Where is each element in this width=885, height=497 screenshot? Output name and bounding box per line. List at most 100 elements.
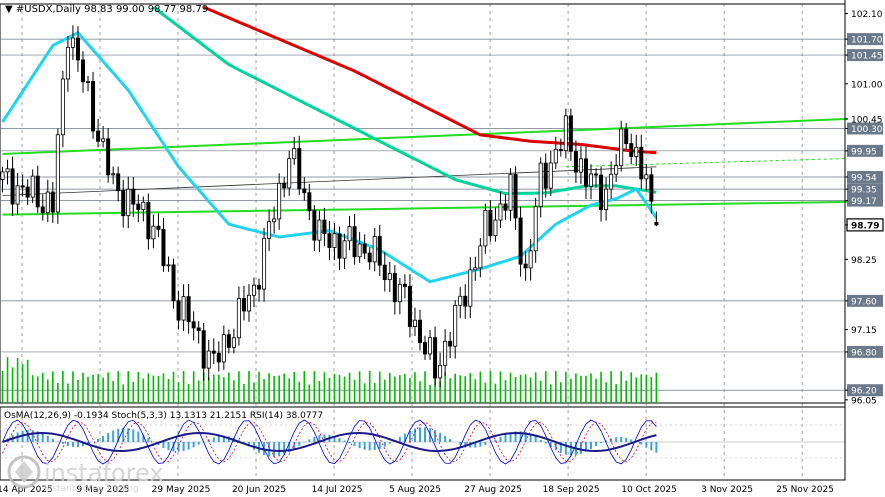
candle-body (463, 295, 468, 307)
price-tick-label: 97.15 (851, 326, 877, 336)
candle-body (121, 190, 126, 217)
candle-body (367, 252, 372, 263)
candle-body (392, 273, 397, 303)
candle-body (181, 296, 186, 321)
candle-body (423, 342, 428, 355)
candle-body (533, 206, 538, 252)
candle-body (402, 283, 407, 287)
candle-body (171, 264, 176, 302)
candle-body (578, 158, 583, 173)
candle-body (141, 201, 146, 210)
candle-body (126, 188, 131, 217)
candle-body (267, 221, 272, 239)
price-tick-label: 101.45 (851, 52, 883, 62)
candle-body (558, 148, 563, 152)
level-price-tag (847, 33, 883, 46)
candle-body (116, 173, 121, 192)
candle-body (307, 192, 312, 212)
instaforex-logo-icon: instaforex Instant Forex Trading (7, 455, 164, 494)
candle-body (563, 115, 568, 152)
candle-body (20, 185, 25, 188)
candle-body (241, 298, 246, 312)
candle-body (347, 226, 352, 242)
candle-body (573, 150, 578, 173)
candle-body (438, 364, 443, 379)
volume-bars (1, 357, 658, 403)
candle-body (342, 240, 347, 259)
indicator-label: OsMA(12,26,9) -0.1934 Stoch(5,3,3) 13.13… (4, 411, 323, 421)
candle-body (362, 243, 367, 254)
candle-body (75, 37, 80, 61)
candle-body (649, 174, 654, 202)
watermark: instaforex Instant Forex Trading (6, 455, 186, 497)
candle-body (629, 143, 634, 157)
candle-body (548, 162, 553, 189)
stoch-signal-line (2, 421, 657, 463)
candle-body (50, 191, 55, 213)
candle-body (211, 350, 216, 354)
candle-body (282, 182, 287, 189)
level-price-tag (847, 144, 883, 157)
time-tick-label: 25 Nov 2025 (776, 485, 834, 495)
candle-body (91, 81, 96, 132)
candle-body (428, 337, 433, 355)
price-tick-label: 100.30 (851, 125, 883, 135)
candle-body (25, 186, 30, 198)
candle-body (644, 174, 649, 180)
candle-body (518, 217, 523, 265)
price-tick-label: 97.60 (851, 297, 877, 307)
candle-body (136, 203, 141, 210)
time-tick-label: 5 Aug 2025 (389, 485, 441, 495)
candle-body (191, 321, 196, 329)
channel-extension-line (565, 157, 848, 168)
candle-body (151, 225, 156, 240)
candle-body (553, 148, 558, 164)
candle-body (221, 334, 226, 363)
candle-body (216, 352, 221, 363)
candle-body (206, 350, 211, 369)
candle-body (543, 162, 548, 189)
price-tick-label: 99.35 (851, 186, 877, 196)
candle-body (443, 340, 448, 366)
candle-body (65, 47, 70, 80)
candle-body (387, 273, 392, 281)
symbol-icon: ▼ (5, 4, 16, 15)
candle-body (302, 188, 307, 194)
candle-body (433, 337, 438, 379)
candle-body (332, 233, 337, 248)
brand-name: instaforex (44, 459, 164, 487)
candle-body (146, 201, 151, 240)
candle-body (513, 173, 518, 219)
candle-body (407, 286, 412, 327)
candle-body (412, 319, 417, 327)
candle-body (166, 264, 171, 267)
level-price-tag (847, 122, 883, 135)
candle-body (196, 327, 201, 332)
candle-body (528, 250, 533, 269)
grid-lines (0, 3, 846, 481)
candlesticks[interactable] (0, 25, 659, 388)
candle-body (604, 188, 609, 211)
candle-body (458, 295, 463, 306)
time-tick-label: 14 Apr 2025 (0, 485, 53, 495)
candle-body (96, 130, 101, 142)
time-tick-label: 3 Nov 2025 (701, 485, 753, 495)
moving-averages (1, 5, 848, 284)
candle-body (55, 134, 60, 213)
candle-body (317, 219, 322, 241)
time-tick-label: 20 Jun 2025 (232, 485, 286, 495)
candle-body (272, 218, 277, 223)
time-tick-label: 14 Jul 2025 (312, 485, 363, 495)
candle-body (30, 175, 35, 198)
candle-body (372, 236, 377, 263)
time-axis: 14 Apr 2025 9 May 2025 29 May 2025 20 Jun 2… (0, 485, 834, 495)
candle-body (70, 37, 75, 48)
candle-body (246, 294, 251, 312)
candle-body (0, 171, 5, 180)
channel-upper-line (2, 117, 848, 156)
candle-body (478, 245, 483, 269)
candle-body (312, 210, 317, 241)
candle-body (594, 173, 599, 176)
header-label: ▼ #USDX,Daily 98.83 99.00 98.77 98.79 (5, 4, 208, 15)
